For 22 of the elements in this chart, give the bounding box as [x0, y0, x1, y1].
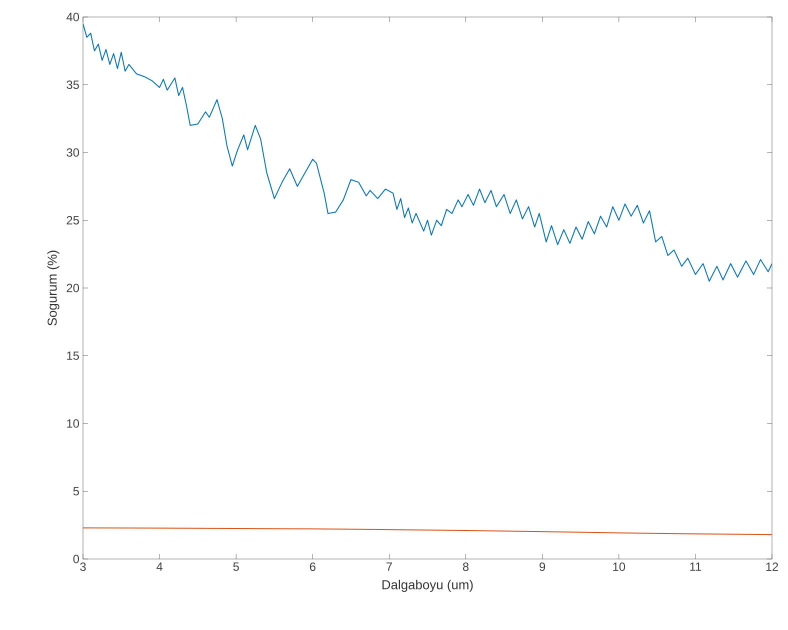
x-tick-label: 9: [540, 562, 546, 571]
x-tick-label: 10: [613, 562, 626, 571]
y-tick-label: 5: [73, 487, 79, 496]
x-tick-label: 6: [310, 562, 316, 571]
x-tick-label: 7: [386, 562, 392, 571]
x-tick-label: 11: [690, 562, 702, 571]
y-tick-label: 40: [66, 12, 80, 22]
line-series: [83, 527, 772, 536]
y-axis-title: Sogurum (%): [47, 250, 60, 326]
y-tick-label: 20: [66, 284, 80, 292]
y-tick-label: 30: [66, 148, 80, 157]
x-axis-title: Dalgaboyu (um): [382, 580, 473, 592]
x-tick-label: 3: [80, 562, 86, 571]
x-tick-label: 8: [462, 562, 469, 571]
x-tick-label: 4: [156, 562, 163, 571]
y-tick-label: 0: [73, 554, 80, 564]
y-tick-label: 10: [67, 419, 80, 428]
y-tick-label: 25: [66, 216, 79, 224]
x-tick-label: 5: [233, 562, 239, 571]
y-tick-label: 35: [66, 80, 79, 89]
x-tick-label: 12: [766, 562, 778, 571]
y-tick-label: 15: [67, 352, 79, 360]
